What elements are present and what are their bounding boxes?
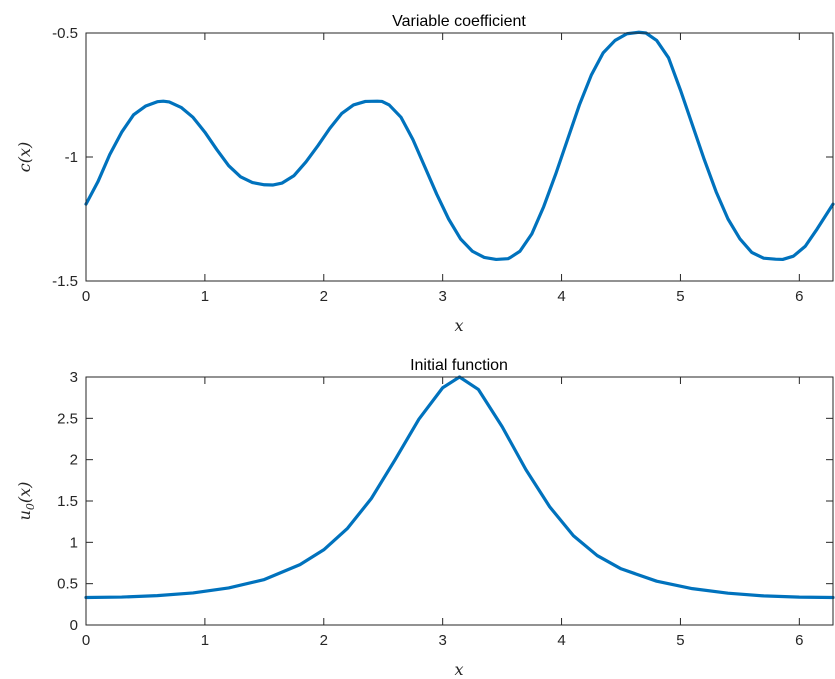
y-tick-label: -1.5	[52, 273, 78, 290]
panel-2-title: Initial function	[410, 357, 508, 374]
panel-1-axes-box	[85, 32, 834, 282]
panel-2-x-tick-labels: 0 1 2 3 4 5 6	[82, 632, 804, 649]
panel-2-x-axis-label: x	[454, 660, 463, 679]
panel-1-curve-group	[84, 30, 835, 262]
y-tick-label: 1	[70, 534, 78, 551]
panel-1-y-tick-labels: -1.5 -1 -0.5	[52, 25, 78, 290]
panel-1-series-line	[84, 30, 835, 262]
x-tick-label: 3	[438, 632, 446, 649]
y-tick-label: 0.5	[57, 576, 78, 593]
x-tick-label: 0	[82, 288, 90, 305]
panel-1-x-tick-labels: 0 1 2 3 4 5 6	[82, 288, 804, 305]
x-tick-label: 1	[201, 288, 209, 305]
y-tick-label: 0	[70, 617, 78, 634]
x-tick-label: 2	[320, 632, 328, 649]
x-tick-label: 5	[676, 632, 684, 649]
y-tick-label: -0.5	[52, 25, 78, 42]
x-tick-label: 6	[795, 632, 803, 649]
x-tick-label: 2	[320, 288, 328, 305]
y-tick-label: 1.5	[57, 493, 78, 510]
y-tick-label: 3	[70, 369, 78, 386]
panel-2-series-line	[84, 375, 835, 600]
panel-1-ticks	[85, 32, 833, 282]
y-tick-label: 2.5	[57, 410, 78, 427]
panel-1-y-axis-label: c(x)	[15, 142, 34, 172]
y-tick-label: -1	[65, 149, 78, 166]
panel-2-axes-box	[85, 376, 834, 626]
x-tick-label: 1	[201, 632, 209, 649]
panel-2-ticks	[85, 376, 833, 626]
y-tick-label: 2	[70, 452, 78, 469]
panel-2-y-tick-labels: 0 0.5 1 1.5 2 2.5 3	[57, 369, 78, 634]
panel-2-curve-group	[84, 375, 835, 600]
panel-2-y-axis-label: u0(x)	[15, 482, 37, 521]
x-tick-label: 0	[82, 632, 90, 649]
panel-initial-function: Initial function 0 1 2 3 4 5 6 0 0.5 1 1.5 2 2.5 3 x…	[15, 357, 835, 679]
x-tick-label: 5	[676, 288, 684, 305]
panel-1-title: Variable coefficient	[392, 13, 526, 30]
x-tick-label: 4	[557, 632, 565, 649]
panel-1-x-axis-label: x	[454, 316, 463, 335]
x-tick-label: 6	[795, 288, 803, 305]
x-tick-label: 3	[438, 288, 446, 305]
x-tick-label: 4	[557, 288, 565, 305]
